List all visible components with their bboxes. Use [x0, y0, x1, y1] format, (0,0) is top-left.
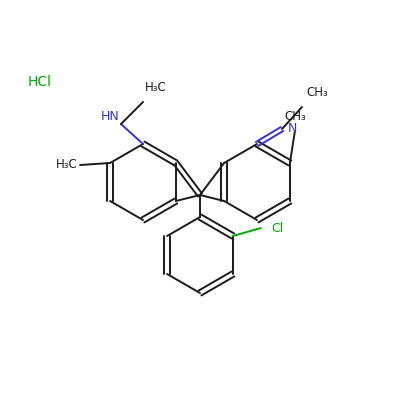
- Text: HCl: HCl: [28, 75, 52, 89]
- Text: Cl: Cl: [271, 222, 283, 234]
- Text: H₃C: H₃C: [145, 81, 167, 94]
- Text: N: N: [288, 122, 297, 134]
- Text: CH₃: CH₃: [284, 110, 306, 123]
- Text: HN: HN: [100, 110, 119, 123]
- Text: CH₃: CH₃: [306, 86, 328, 99]
- Text: H₃C: H₃C: [56, 158, 78, 172]
